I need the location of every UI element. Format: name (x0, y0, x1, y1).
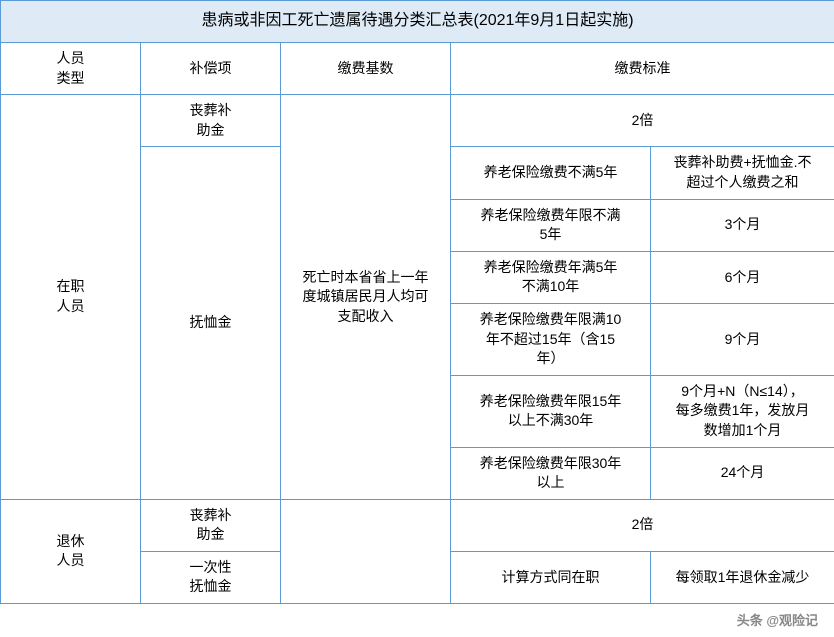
retired-once-l2: 抚恤金 (190, 578, 232, 594)
r6-val: 24个月 (651, 447, 834, 499)
r5-val-l2: 每多缴费1年，发放月 (676, 402, 810, 418)
retired-funeral-l1: 丧葬补 (190, 507, 232, 523)
r3-cond-l2: 不满10年 (522, 278, 580, 294)
retired-funeral-l2: 助金 (197, 526, 225, 542)
r5-val: 9个月+N（N≤14）， 每多缴费1年，发放月 数增加1个月 (651, 375, 834, 447)
header-base: 缴费基数 (281, 43, 451, 95)
r5-cond: 养老保险缴费年限15年 以上不满30年 (451, 375, 651, 447)
r4-cond-l3: 年） (537, 350, 565, 366)
watermark: 头条 @观险记 (737, 610, 818, 629)
r3-cond: 养老保险缴费年满5年 不满10年 (451, 251, 651, 303)
r1-val-l1: 丧葬补助费+抚恤金.不 (673, 154, 811, 170)
r4-cond: 养老保险缴费年限满10 年不超过15年（含15 年） (451, 303, 651, 375)
onjob-base: 死亡时本省省上一年 度城镇居民月人均可 支配收入 (281, 95, 451, 500)
r2-cond: 养老保险缴费年限不满 5年 (451, 199, 651, 251)
r6-cond-l1: 养老保险缴费年限30年 (480, 455, 622, 471)
retired-once-item: 一次性 抚恤金 (141, 551, 281, 603)
r4-val: 9个月 (651, 303, 834, 375)
header-person-type: 人员 类型 (1, 43, 141, 95)
r5-val-l3: 数增加1个月 (704, 422, 782, 438)
retired-per-year: 每领取1年退休金减少 (651, 551, 834, 603)
onjob-label-l1: 在职 (57, 278, 85, 294)
onjob-funeral-item: 丧葬补 助金 (141, 95, 281, 147)
header-person-type-l1: 人员 (57, 50, 85, 66)
table-title: 患病或非因工死亡遗属待遇分类汇总表(2021年9月1日起实施) (1, 1, 834, 43)
r5-cond-l1: 养老保险缴费年限15年 (480, 393, 622, 409)
retired-funeral-item: 丧葬补 助金 (141, 499, 281, 551)
header-item: 补偿项 (141, 43, 281, 95)
r3-cond-l1: 养老保险缴费年满5年 (484, 259, 618, 275)
onjob-funeral-l1: 丧葬补 (190, 102, 232, 118)
title-row: 患病或非因工死亡遗属待遇分类汇总表(2021年9月1日起实施) (1, 1, 834, 43)
retired-label: 退休 人员 (1, 499, 141, 603)
header-person-type-l2: 类型 (57, 70, 85, 86)
onjob-base-l3: 支配收入 (338, 308, 394, 324)
r1-val-l2: 超过个人缴费之和 (687, 174, 799, 190)
benefits-table: 患病或非因工死亡遗属待遇分类汇总表(2021年9月1日起实施) 人员 类型 补偿… (0, 0, 834, 604)
r5-val-l1: 9个月+N（N≤14）， (681, 383, 803, 399)
onjob-pension-item: 抚恤金 (141, 147, 281, 499)
onjob-label: 在职 人员 (1, 95, 141, 500)
retired-label-l2: 人员 (57, 552, 85, 568)
onjob-label-l2: 人员 (57, 298, 85, 314)
header-standard: 缴费标准 (451, 43, 834, 95)
r1-cond: 养老保险缴费不满5年 (451, 147, 651, 199)
r4-cond-l2: 年不超过15年（含15 (486, 331, 615, 347)
retired-calc-same: 计算方式同在职 (451, 551, 651, 603)
header-row: 人员 类型 补偿项 缴费基数 缴费标准 (1, 43, 834, 95)
r2-cond-l1: 养老保险缴费年限不满 (481, 207, 621, 223)
onjob-base-l1: 死亡时本省省上一年 (303, 269, 429, 285)
retired-label-l1: 退休 (57, 533, 85, 549)
r2-val: 3个月 (651, 199, 834, 251)
onjob-funeral-row: 在职 人员 丧葬补 助金 死亡时本省省上一年 度城镇居民月人均可 支配收入 2倍 (1, 95, 834, 147)
r1-val: 丧葬补助费+抚恤金.不 超过个人缴费之和 (651, 147, 834, 199)
r2-cond-l2: 5年 (540, 226, 562, 242)
r6-cond-l2: 以上 (537, 474, 565, 490)
onjob-funeral-std: 2倍 (451, 95, 834, 147)
onjob-funeral-l2: 助金 (197, 122, 225, 138)
onjob-base-l2: 度城镇居民月人均可 (303, 288, 429, 304)
r3-val: 6个月 (651, 251, 834, 303)
r6-cond: 养老保险缴费年限30年 以上 (451, 447, 651, 499)
retired-base-empty (281, 499, 451, 603)
r5-cond-l2: 以上不满30年 (508, 412, 594, 428)
retired-once-l1: 一次性 (190, 559, 232, 575)
r4-cond-l1: 养老保险缴费年限满10 (480, 311, 622, 327)
retired-funeral-std: 2倍 (451, 499, 834, 551)
retired-funeral-row: 退休 人员 丧葬补 助金 2倍 (1, 499, 834, 551)
